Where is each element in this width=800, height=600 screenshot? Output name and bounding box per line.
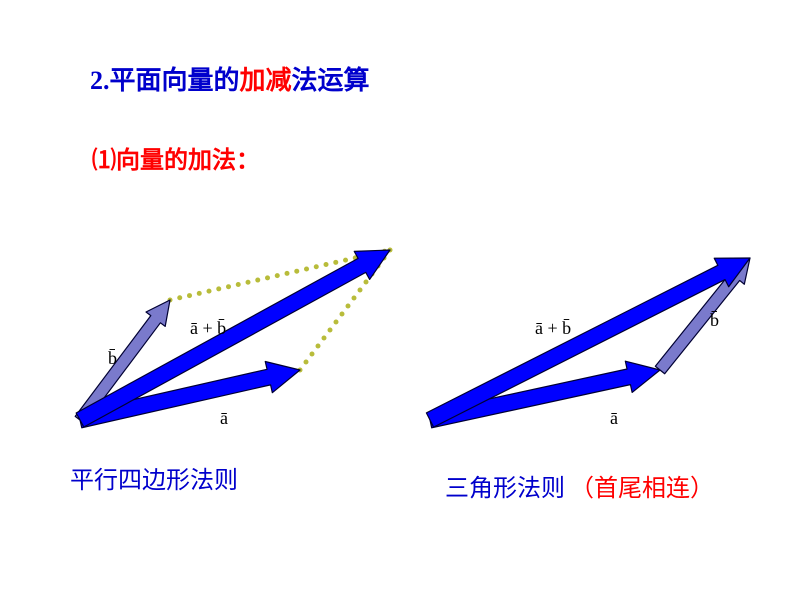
caption-parallelogram: 平行四边形法则 — [70, 460, 238, 495]
caption-triangle-prefix: 三角形法则 — [445, 468, 565, 503]
label-sum-right: ā + b̄ — [535, 318, 571, 339]
label-b-left: b̄ — [108, 348, 117, 369]
caption-triangle-suffix: （首尾相连） — [570, 468, 714, 503]
label-sum-left: ā + b̄ — [190, 318, 226, 339]
label-b-right: b̄ — [710, 310, 719, 331]
label-a-left: ā — [220, 408, 228, 429]
vector-diagram — [0, 0, 800, 600]
label-a-right: ā — [610, 408, 618, 429]
page-root: 2.平面向量的加减法运算 ⑴向量的加法： ā b̄ ā + b̄ ā b̄… — [0, 0, 800, 600]
